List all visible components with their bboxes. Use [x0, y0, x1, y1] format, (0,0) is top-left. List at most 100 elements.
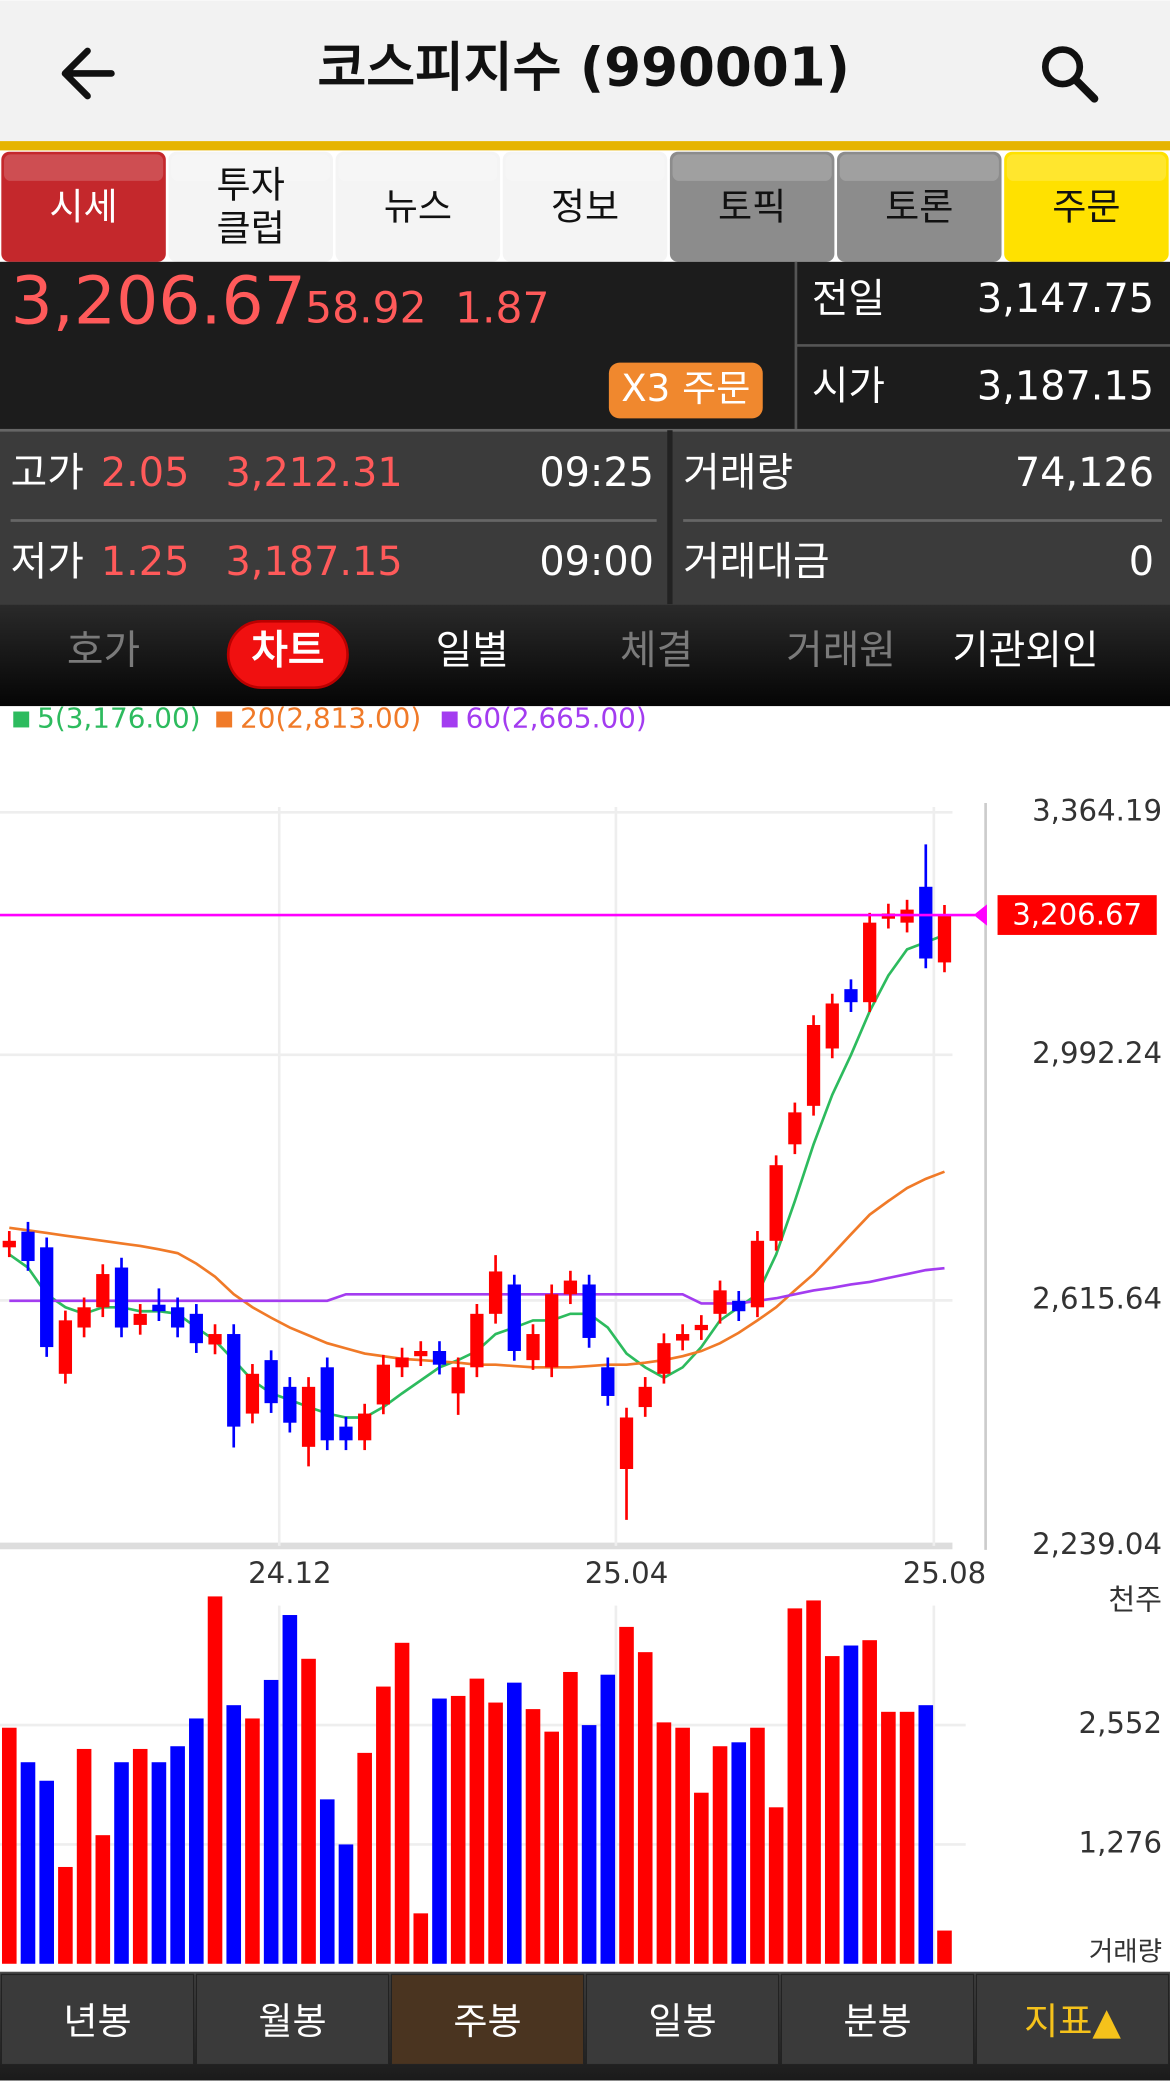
- subtab-label[interactable]: 차트: [251, 628, 324, 674]
- bottom-tab-label[interactable]: 지표▲: [1024, 2000, 1121, 2043]
- volume-bar: [488, 1702, 503, 1964]
- volume-bar: [694, 1792, 709, 1964]
- bottom-tab-label[interactable]: 분봉: [843, 2000, 911, 2043]
- price-change: 58.92: [305, 284, 427, 333]
- volume-bar: [881, 1711, 896, 1964]
- bottom-tab-label[interactable]: 년봉: [63, 2000, 131, 2043]
- low-percent: 1.25: [101, 539, 190, 585]
- bottom-tab-label[interactable]: 월봉: [258, 2000, 326, 2043]
- tab[interactable]: [1, 151, 166, 262]
- tab[interactable]: [669, 151, 835, 262]
- candle-body: [208, 1334, 222, 1345]
- volume-bar: [619, 1626, 634, 1964]
- candle-body: [582, 1284, 596, 1338]
- volume-bar: [226, 1705, 242, 1964]
- candle-body: [844, 989, 858, 1003]
- bottom-tab[interactable]: [390, 1973, 585, 2066]
- volume-bar: [581, 1725, 597, 1964]
- legend-label: 20(2,813.00): [240, 701, 421, 734]
- volume-bar: [450, 1695, 466, 1964]
- bottom-tab-label[interactable]: 주봉: [453, 2000, 521, 2043]
- order-button-label[interactable]: X3 주문: [621, 367, 750, 410]
- volume-label: 거래량: [1089, 1937, 1162, 1968]
- tab-label[interactable]: 시세: [49, 185, 117, 228]
- volume-tick-label: 2,552: [1079, 1706, 1163, 1740]
- prev-close-value: 3,147.75: [977, 276, 1154, 322]
- bottom-tab[interactable]: [195, 1973, 390, 2066]
- tab-label[interactable]: 뉴스: [384, 185, 452, 228]
- volume-bar: [1, 1727, 17, 1964]
- volume-bar: [862, 1640, 877, 1964]
- low-time: 09:00: [539, 539, 654, 585]
- tab[interactable]: [502, 151, 668, 262]
- subtab-label[interactable]: 일별: [436, 628, 509, 674]
- tab[interactable]: [837, 151, 1002, 262]
- subtab-label[interactable]: 거래원: [786, 628, 896, 674]
- candle-body: [619, 1417, 634, 1470]
- header-rule: [0, 141, 1170, 151]
- legend-swatch: [441, 711, 458, 728]
- tab-label[interactable]: 정보: [551, 185, 619, 228]
- tab-label[interactable]: 투자: [217, 163, 285, 206]
- candle-body: [432, 1350, 447, 1365]
- candle-body: [713, 1290, 727, 1314]
- candle-body: [133, 1313, 147, 1325]
- candle-body: [863, 922, 877, 1003]
- legend-swatch: [13, 711, 30, 728]
- candle-body: [694, 1324, 708, 1331]
- back-button[interactable]: [61, 47, 115, 100]
- selected-pill[interactable]: [226, 619, 349, 689]
- volume-bar: [189, 1718, 204, 1964]
- bottom-tab[interactable]: [975, 1973, 1170, 2066]
- tab[interactable]: [168, 151, 333, 262]
- candle-body: [657, 1343, 671, 1374]
- volume-bar: [151, 1762, 167, 1964]
- volume-bar: [76, 1748, 92, 1964]
- tab[interactable]: [335, 151, 501, 262]
- volume-bar: [768, 1807, 784, 1964]
- volume-bar: [207, 1596, 223, 1964]
- candle-body: [376, 1364, 390, 1405]
- candle-body: [170, 1307, 185, 1328]
- high-time: 09:25: [539, 450, 654, 496]
- volume-bar: [750, 1727, 765, 1964]
- tab-label[interactable]: 토픽: [718, 185, 786, 228]
- tab-shine: [505, 154, 665, 181]
- turnover-label: 거래대금: [683, 539, 829, 585]
- candle-body: [470, 1313, 484, 1368]
- bottom-tab-label[interactable]: 일봉: [648, 2000, 716, 2043]
- volume-bar: [39, 1780, 54, 1964]
- order-button[interactable]: [608, 362, 763, 419]
- candle-body: [320, 1367, 334, 1441]
- tab[interactable]: [1004, 151, 1169, 262]
- volume-bar: [675, 1727, 690, 1964]
- volume-bar: [525, 1709, 541, 1964]
- legend-swatch: [216, 711, 233, 728]
- chart: 3,364.19 2,992.24 2,615.64 2,239.04 2,552 1,2…: [0, 701, 1163, 1968]
- subtab-label[interactable]: 기관외인: [952, 628, 1098, 674]
- candle-body: [58, 1320, 73, 1374]
- candle-body: [601, 1367, 615, 1396]
- volume-bar: [114, 1762, 129, 1964]
- volume-bar: [132, 1748, 148, 1964]
- volume-bar: [787, 1608, 803, 1964]
- volume-bar: [319, 1799, 335, 1964]
- tab-label[interactable]: 토론: [885, 185, 953, 228]
- low-label: 저가: [11, 539, 84, 585]
- volume-bar: [507, 1682, 522, 1964]
- bottom-tab[interactable]: [585, 1973, 780, 2066]
- bottom-tab[interactable]: [0, 1973, 195, 2066]
- search-button[interactable]: [1041, 46, 1099, 103]
- moving-average: [9, 1266, 945, 1305]
- tab-label[interactable]: 주문: [1052, 185, 1120, 228]
- volume-bar: [58, 1866, 73, 1964]
- tab-label[interactable]: 클럽: [217, 207, 285, 250]
- candle-body: [937, 914, 952, 963]
- candle-body: [152, 1304, 166, 1312]
- bottom-tab[interactable]: [780, 1973, 975, 2066]
- subtab-label[interactable]: 호가: [67, 628, 140, 674]
- candle-body: [563, 1280, 578, 1295]
- subtab-label[interactable]: 체결: [620, 628, 693, 674]
